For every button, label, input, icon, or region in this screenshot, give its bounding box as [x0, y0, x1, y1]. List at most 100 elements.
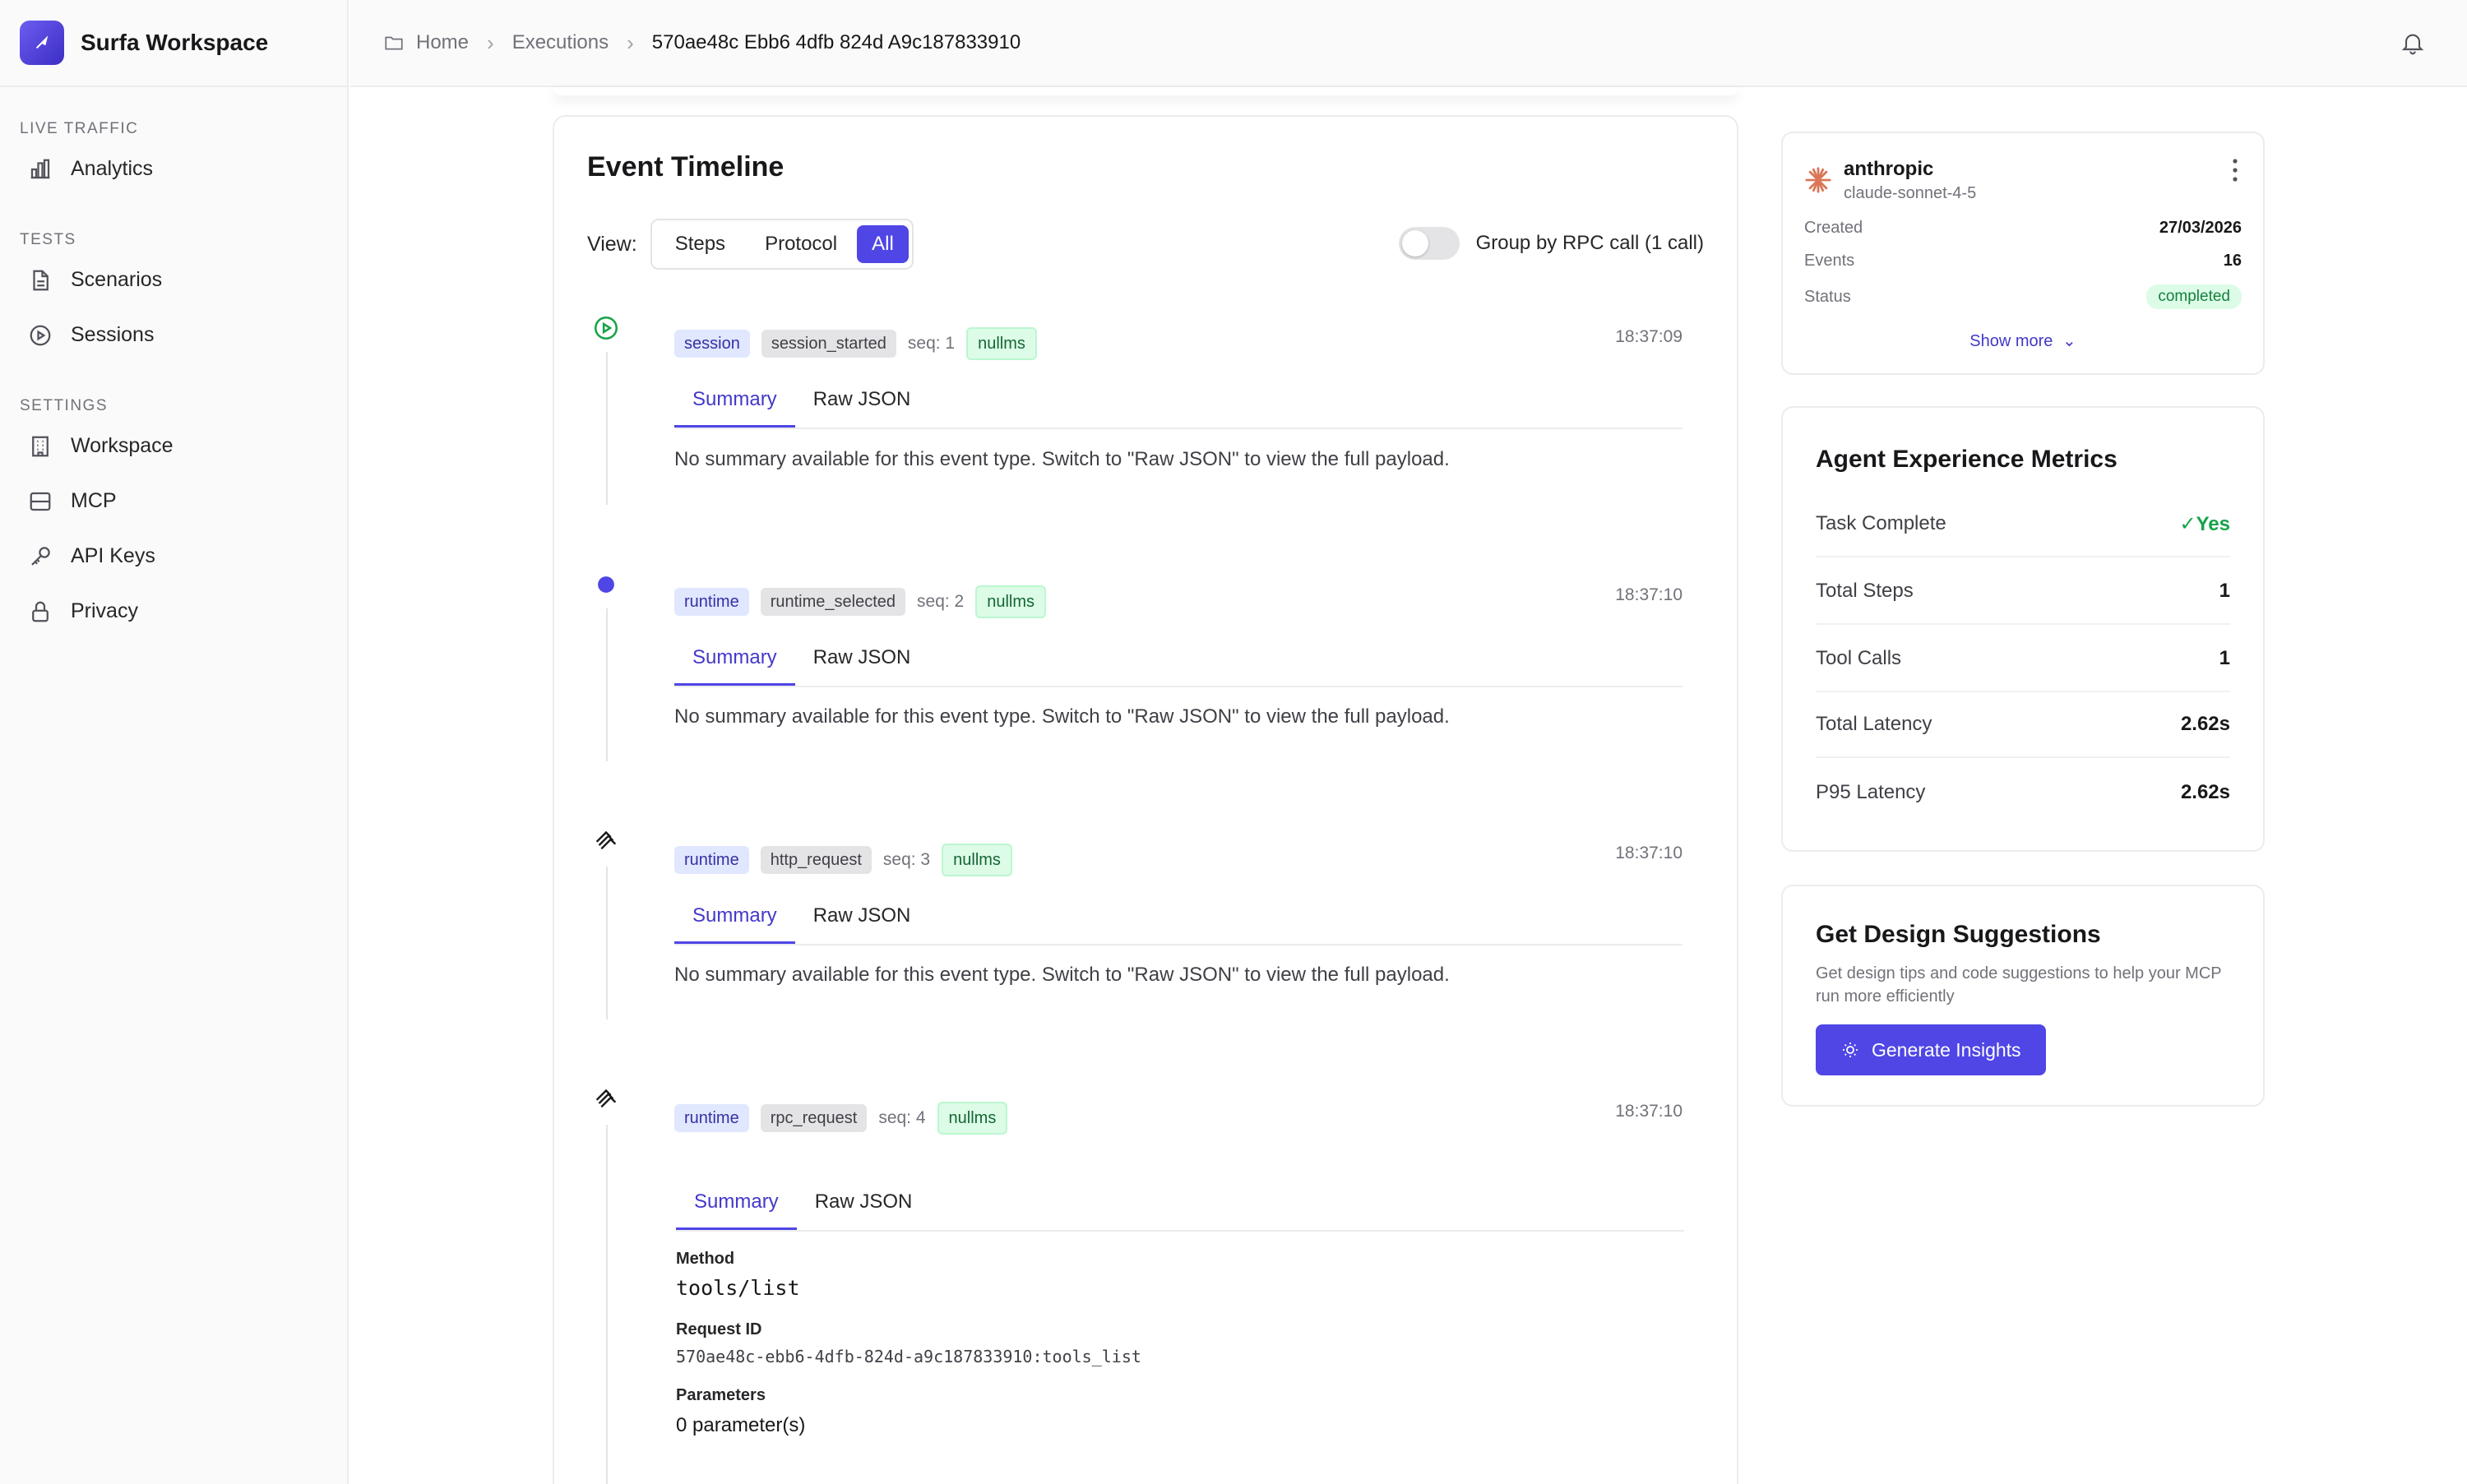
event-category-badge: session: [674, 330, 750, 358]
sidebar-item-api-keys[interactable]: API Keys: [20, 529, 347, 584]
event-type-badge: rpc_request: [760, 1104, 868, 1132]
tab-raw-json[interactable]: Raw JSON: [812, 904, 911, 927]
more-options-icon[interactable]: [2232, 158, 2238, 183]
parameters-value: 0 parameter(s): [676, 1414, 806, 1436]
design-suggestions-description: Get design tips and code suggestions to …: [1816, 964, 2222, 1006]
bell-icon[interactable]: [2400, 30, 2426, 56]
brand[interactable]: Surfa Workspace: [0, 0, 347, 87]
bar-chart-icon: [30, 159, 50, 178]
event-type-badge: runtime_selected: [760, 588, 906, 616]
metrics-title: Agent Experience Metrics: [1816, 446, 2118, 473]
event-tabs: Summary Raw JSON: [674, 378, 1682, 429]
sidebar-item-scenarios[interactable]: Scenarios: [20, 252, 347, 307]
nav-section-tests: TESTS Scenarios Sessions: [0, 231, 347, 363]
show-more-button[interactable]: Show more ⌄: [1783, 331, 2263, 351]
sidebar-item-privacy[interactable]: Privacy: [20, 584, 347, 639]
metric-label: P95 Latency: [1816, 781, 1926, 803]
metric-value: 1: [2219, 647, 2230, 669]
sidebar-item-label: API Keys: [71, 544, 155, 567]
event-time: 18:37:10: [1615, 1102, 1682, 1121]
sidebar-item-workspace[interactable]: Workspace: [20, 418, 347, 474]
view-segmented-control: Steps Protocol All: [650, 219, 914, 270]
info-row-status: Status completed: [1804, 284, 2242, 309]
event-type-badge: session_started: [761, 330, 896, 358]
info-row-events: Events 16: [1804, 252, 2242, 270]
tab-summary[interactable]: Summary: [674, 636, 795, 686]
show-more-label: Show more: [1969, 332, 2053, 350]
sidebar-item-label: Privacy: [71, 599, 138, 622]
event-tabs: Summary Raw JSON: [674, 636, 1682, 687]
sidebar-item-label: Scenarios: [71, 268, 163, 291]
view-label: View:: [587, 232, 637, 256]
sidebar-item-sessions[interactable]: Sessions: [20, 307, 347, 363]
tab-raw-json[interactable]: Raw JSON: [812, 388, 911, 410]
events-label: Events: [1804, 252, 1855, 270]
sidebar: Surfa Workspace LIVE TRAFFIC Analytics T…: [0, 0, 349, 1484]
chevron-down-icon: ⌄: [2062, 332, 2076, 350]
sidebar-item-analytics[interactable]: Analytics: [20, 141, 347, 196]
rpc-request-icon: [595, 1089, 617, 1108]
request-id-value: 570ae48c-ebb6-4dfb-824d-a9c187833910:too…: [676, 1347, 1141, 1366]
parameters-label: Parameters: [676, 1386, 766, 1404]
event-seq: seq: 2: [917, 592, 965, 611]
metric-value: 1: [2219, 580, 2230, 602]
play-circle-icon: [594, 316, 618, 340]
event-tabs: Summary Raw JSON: [674, 895, 1682, 945]
event-time: 18:37:10: [1615, 585, 1682, 604]
tab-summary[interactable]: Summary: [676, 1181, 797, 1230]
view-option-protocol[interactable]: Protocol: [765, 233, 838, 255]
metric-value: 2.62s: [2180, 713, 2230, 735]
scrolled-card-edge: [553, 87, 1738, 95]
metric-value: 2.62s: [2180, 781, 2230, 803]
event-latency-badge: nullms: [975, 585, 1047, 618]
nav-heading: LIVE TRAFFIC: [20, 120, 139, 137]
event-badges: runtime rpc_request seq: 4 nullms: [674, 1102, 1019, 1135]
event-time: 18:37:09: [1615, 327, 1682, 346]
event-summary: No summary available for this event type…: [674, 705, 1450, 728]
event-latency-badge: nullms: [942, 844, 1012, 876]
metric-label: Total Latency: [1816, 713, 1932, 735]
tab-raw-json[interactable]: Raw JSON: [812, 646, 911, 668]
event-badges: runtime http_request seq: 3 nullms: [674, 844, 1024, 876]
group-by-rpc-toggle[interactable]: [1398, 227, 1460, 260]
timeline-connector: [606, 608, 608, 761]
event-badges: session session_started seq: 1 nullms: [674, 327, 1048, 360]
event-latency-badge: nullms: [966, 327, 1037, 360]
event-time: 18:37:10: [1615, 844, 1682, 862]
agent-experience-metrics-card: Agent Experience Metrics Task Complete ✓…: [1781, 406, 2265, 852]
status-label: Status: [1804, 287, 1851, 306]
top-header: Home › Executions › 570ae48c Ebb6 4dfb 8…: [350, 0, 2467, 87]
dot-icon: [598, 576, 614, 593]
folder-icon: [385, 36, 403, 50]
breadcrumb-executions[interactable]: Executions: [511, 31, 609, 53]
nav-heading: SETTINGS: [20, 397, 109, 414]
event-summary: No summary available for this event type…: [674, 964, 1450, 986]
metric-row-tool-calls: Tool Calls 1: [1816, 626, 2230, 692]
event-category-badge: runtime: [674, 846, 749, 874]
breadcrumb-current: 570ae48c Ebb6 4dfb 824d A9c187833910: [651, 31, 1021, 53]
tab-summary[interactable]: Summary: [674, 378, 795, 428]
events-value: 16: [2223, 252, 2242, 270]
anthropic-logo-icon: [1805, 167, 1831, 193]
generate-insights-button[interactable]: Generate Insights: [1816, 1024, 2046, 1075]
design-suggestions-title: Get Design Suggestions: [1816, 921, 2101, 948]
method-label: Method: [676, 1250, 735, 1268]
event-summary: No summary available for this event type…: [674, 448, 1450, 470]
timeline-connector: [606, 352, 608, 505]
sidebar-item-mcp[interactable]: MCP: [20, 474, 347, 529]
nav-heading: TESTS: [20, 231, 76, 248]
view-option-all[interactable]: All: [857, 225, 909, 263]
server-icon: [30, 492, 51, 511]
metric-value: ✓Yes: [2179, 512, 2231, 535]
metric-row-total-latency: Total Latency 2.62s: [1816, 692, 2230, 758]
metric-label: Task Complete: [1816, 512, 1946, 534]
lock-icon: [32, 601, 49, 622]
tab-raw-json[interactable]: Raw JSON: [814, 1190, 913, 1213]
tab-summary[interactable]: Summary: [674, 895, 795, 944]
created-label: Created: [1804, 219, 1863, 237]
provider-name: anthropic: [1844, 158, 1934, 180]
metric-row-total-steps: Total Steps 1: [1816, 559, 2230, 625]
chevron-right-icon: ›: [487, 30, 494, 55]
breadcrumb-home[interactable]: Home: [383, 31, 469, 54]
view-option-steps[interactable]: Steps: [674, 233, 726, 255]
